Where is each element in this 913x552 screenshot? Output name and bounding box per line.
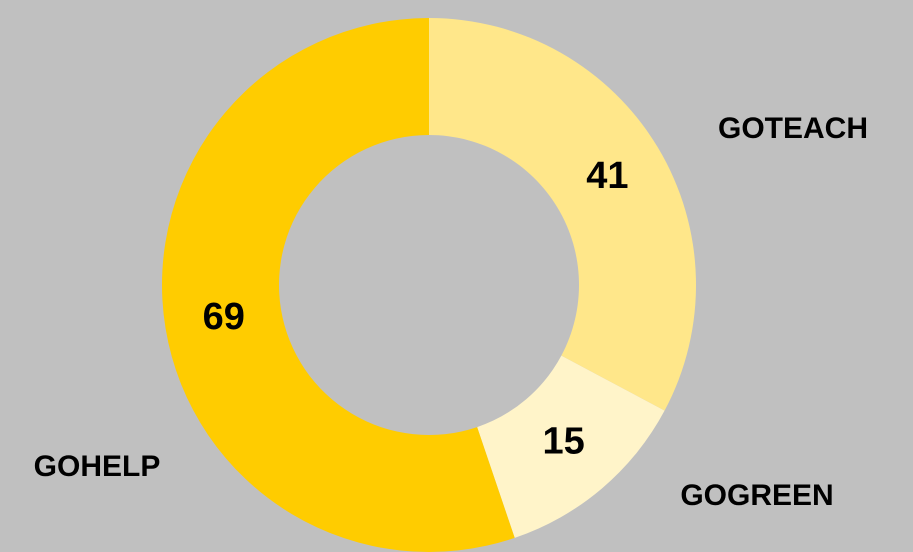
donut-slice: [161, 18, 515, 552]
category-label: GOTEACH: [718, 112, 868, 145]
value-label: 69: [203, 296, 245, 338]
category-label: GOHELP: [34, 450, 161, 483]
category-label: GOGREEN: [680, 479, 833, 512]
donut-slice: [429, 18, 696, 411]
value-label: 15: [542, 421, 584, 463]
value-label: 41: [586, 155, 628, 197]
donut-slice: [477, 355, 665, 538]
